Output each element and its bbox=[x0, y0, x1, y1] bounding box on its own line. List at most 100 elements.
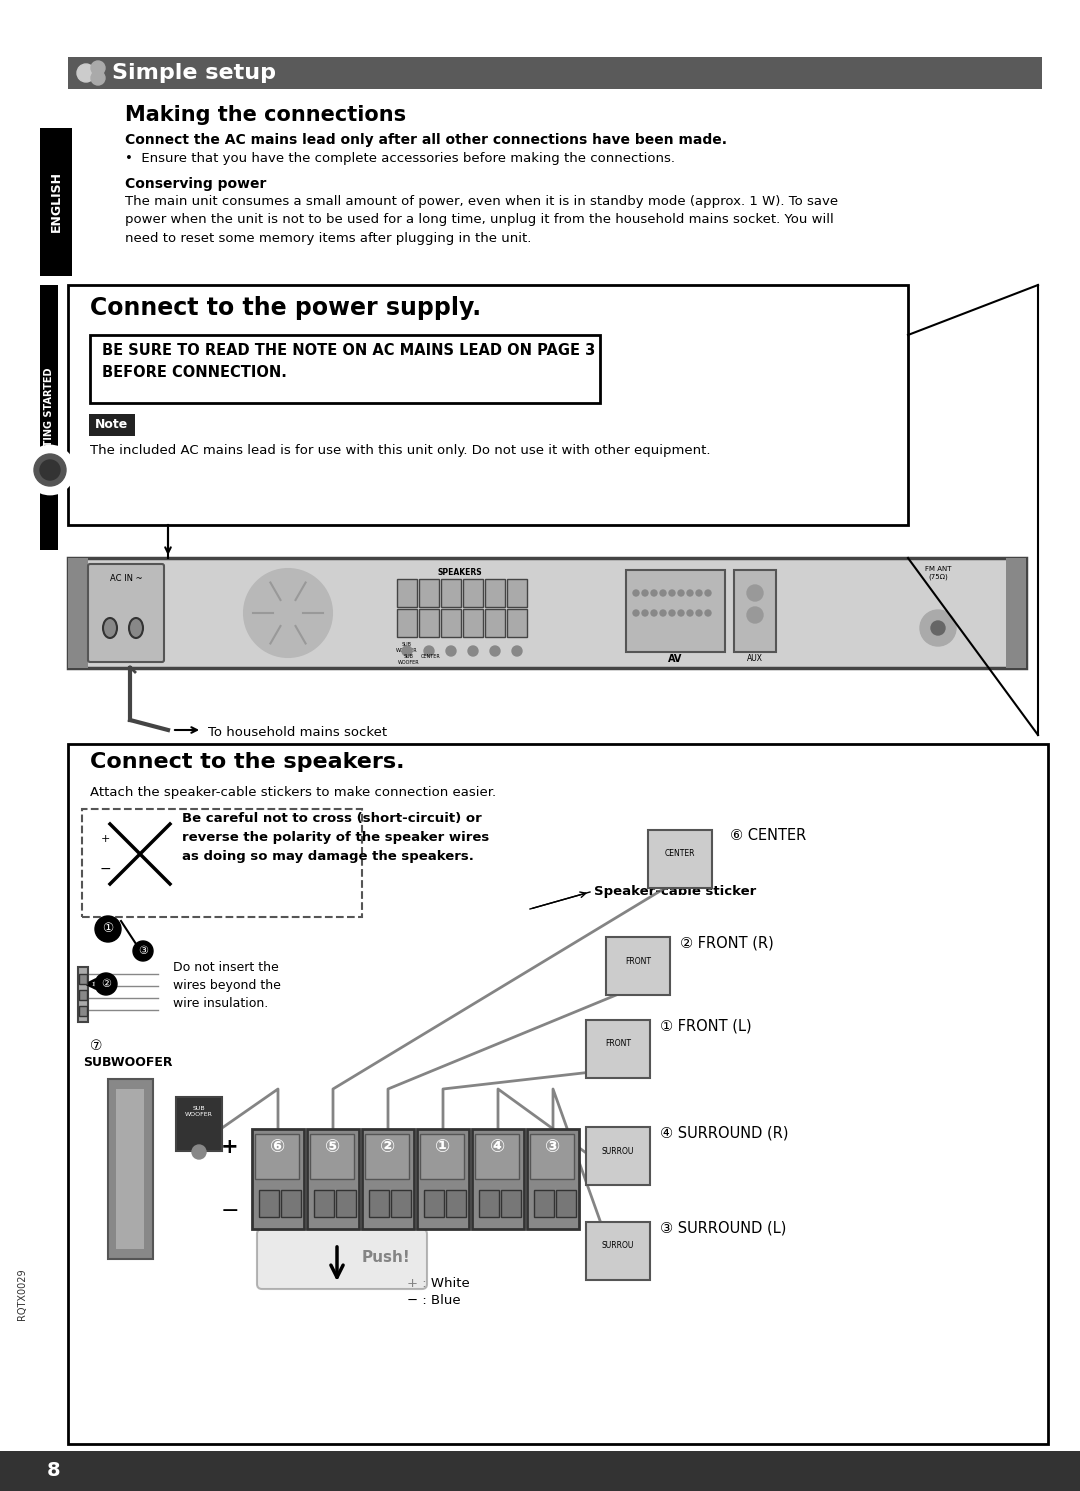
FancyBboxPatch shape bbox=[68, 744, 1048, 1443]
FancyBboxPatch shape bbox=[626, 570, 725, 652]
Text: SURROU: SURROU bbox=[602, 1147, 634, 1156]
Circle shape bbox=[696, 590, 702, 596]
FancyBboxPatch shape bbox=[606, 936, 670, 994]
FancyBboxPatch shape bbox=[424, 1190, 444, 1217]
Text: ⑤: ⑤ bbox=[325, 1138, 340, 1156]
Circle shape bbox=[660, 610, 666, 616]
Text: 8: 8 bbox=[48, 1461, 60, 1481]
FancyBboxPatch shape bbox=[68, 285, 908, 525]
Text: ① FRONT (L): ① FRONT (L) bbox=[660, 1018, 752, 1033]
Circle shape bbox=[33, 453, 66, 486]
Circle shape bbox=[402, 646, 411, 656]
Circle shape bbox=[687, 590, 693, 596]
Text: Speaker-cable sticker: Speaker-cable sticker bbox=[594, 886, 756, 899]
FancyBboxPatch shape bbox=[556, 1190, 576, 1217]
Text: ③: ③ bbox=[138, 945, 148, 956]
Text: +: + bbox=[221, 1138, 239, 1157]
Text: BE SURE TO READ THE NOTE ON AC MAINS LEAD ON PAGE 3
BEFORE CONNECTION.: BE SURE TO READ THE NOTE ON AC MAINS LEA… bbox=[102, 343, 595, 380]
Text: ③ SURROUND (L): ③ SURROUND (L) bbox=[660, 1221, 786, 1236]
FancyBboxPatch shape bbox=[397, 608, 417, 637]
FancyBboxPatch shape bbox=[90, 335, 600, 403]
Text: AC IN ~: AC IN ~ bbox=[110, 574, 143, 583]
FancyBboxPatch shape bbox=[314, 1190, 334, 1217]
FancyBboxPatch shape bbox=[68, 558, 1026, 668]
Text: Push!: Push! bbox=[362, 1249, 410, 1264]
Text: ①: ① bbox=[435, 1138, 450, 1156]
FancyBboxPatch shape bbox=[501, 1190, 521, 1217]
Circle shape bbox=[244, 570, 332, 658]
Text: ②: ② bbox=[102, 980, 111, 989]
FancyBboxPatch shape bbox=[586, 1223, 650, 1279]
FancyBboxPatch shape bbox=[68, 558, 87, 668]
Circle shape bbox=[931, 620, 945, 635]
FancyBboxPatch shape bbox=[472, 1129, 524, 1229]
FancyBboxPatch shape bbox=[417, 1129, 469, 1229]
FancyBboxPatch shape bbox=[40, 285, 58, 550]
FancyBboxPatch shape bbox=[441, 608, 461, 637]
FancyBboxPatch shape bbox=[307, 1129, 359, 1229]
Text: Conserving power: Conserving power bbox=[125, 177, 267, 191]
Text: Attach the speaker-cable stickers to make connection easier.: Attach the speaker-cable stickers to mak… bbox=[90, 786, 496, 799]
Circle shape bbox=[747, 607, 762, 623]
Circle shape bbox=[651, 610, 657, 616]
FancyBboxPatch shape bbox=[534, 1190, 554, 1217]
Text: FRONT: FRONT bbox=[605, 1039, 631, 1048]
Circle shape bbox=[687, 610, 693, 616]
Circle shape bbox=[642, 590, 648, 596]
Text: Do not insert the
wires beyond the
wire insulation.: Do not insert the wires beyond the wire … bbox=[173, 962, 281, 1009]
Text: Making the connections: Making the connections bbox=[125, 104, 406, 125]
Text: SPEAKERS: SPEAKERS bbox=[437, 568, 483, 577]
Circle shape bbox=[95, 974, 117, 994]
Circle shape bbox=[678, 590, 684, 596]
Circle shape bbox=[468, 646, 478, 656]
FancyBboxPatch shape bbox=[176, 1097, 222, 1151]
Text: AV: AV bbox=[667, 655, 683, 663]
FancyBboxPatch shape bbox=[79, 1006, 87, 1015]
Circle shape bbox=[705, 590, 711, 596]
Circle shape bbox=[669, 590, 675, 596]
FancyBboxPatch shape bbox=[475, 1135, 519, 1179]
FancyBboxPatch shape bbox=[648, 830, 712, 889]
Circle shape bbox=[660, 590, 666, 596]
Circle shape bbox=[747, 584, 762, 601]
Text: ④: ④ bbox=[490, 1138, 505, 1156]
Circle shape bbox=[91, 61, 105, 75]
Text: FM ANT
(75Ω): FM ANT (75Ω) bbox=[924, 567, 951, 580]
Text: SURROU: SURROU bbox=[602, 1242, 634, 1251]
Circle shape bbox=[512, 646, 522, 656]
Text: ② FRONT (R): ② FRONT (R) bbox=[680, 935, 773, 950]
Circle shape bbox=[651, 590, 657, 596]
Circle shape bbox=[678, 610, 684, 616]
Text: Note: Note bbox=[95, 419, 129, 431]
Circle shape bbox=[633, 590, 639, 596]
FancyBboxPatch shape bbox=[281, 1190, 301, 1217]
Text: SUB
WOOFER: SUB WOOFER bbox=[185, 1106, 213, 1117]
Text: ⑥: ⑥ bbox=[270, 1138, 285, 1156]
FancyBboxPatch shape bbox=[480, 1190, 499, 1217]
FancyBboxPatch shape bbox=[259, 1190, 279, 1217]
FancyBboxPatch shape bbox=[530, 1135, 573, 1179]
FancyBboxPatch shape bbox=[108, 1079, 153, 1258]
FancyBboxPatch shape bbox=[40, 128, 72, 276]
FancyBboxPatch shape bbox=[116, 1088, 144, 1249]
Circle shape bbox=[91, 72, 105, 85]
FancyBboxPatch shape bbox=[87, 564, 164, 662]
Circle shape bbox=[424, 646, 434, 656]
Ellipse shape bbox=[129, 617, 143, 638]
Circle shape bbox=[705, 610, 711, 616]
FancyBboxPatch shape bbox=[78, 968, 87, 1021]
FancyBboxPatch shape bbox=[586, 1020, 650, 1078]
Text: ENGLISH: ENGLISH bbox=[50, 171, 63, 233]
Text: +: + bbox=[100, 833, 110, 844]
FancyBboxPatch shape bbox=[89, 414, 135, 435]
FancyBboxPatch shape bbox=[68, 57, 1042, 89]
FancyBboxPatch shape bbox=[397, 579, 417, 607]
FancyBboxPatch shape bbox=[391, 1190, 411, 1217]
Ellipse shape bbox=[103, 617, 117, 638]
Text: ④ SURROUND (R): ④ SURROUND (R) bbox=[660, 1126, 788, 1141]
Text: −: − bbox=[99, 862, 111, 877]
FancyBboxPatch shape bbox=[0, 1451, 1080, 1491]
Text: The included AC mains lead is for use with this unit only. Do not use it with ot: The included AC mains lead is for use wi… bbox=[90, 444, 711, 458]
Text: ⑥ CENTER: ⑥ CENTER bbox=[730, 829, 807, 844]
Text: The main unit consumes a small amount of power, even when it is in standby mode : The main unit consumes a small amount of… bbox=[125, 195, 838, 245]
